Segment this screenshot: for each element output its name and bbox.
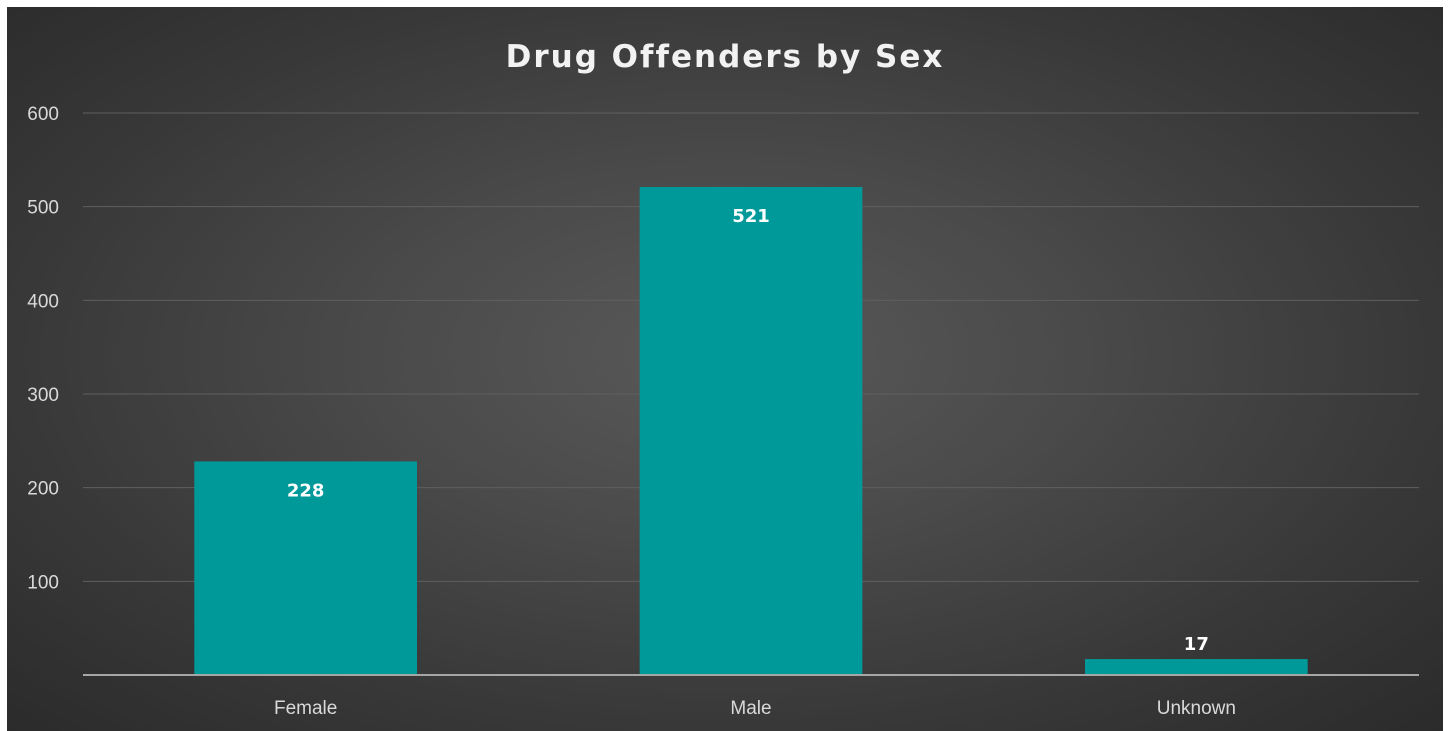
y-tick-label: 400 [27, 291, 59, 312]
x-category-label: Male [730, 698, 771, 719]
data-label: 228 [287, 480, 325, 501]
y-tick-label: 500 [27, 198, 59, 219]
chart-title: Drug Offenders by Sex [506, 39, 945, 75]
chart-area: Drug Offenders by Sex 100 200 300 400 500 600… [7, 7, 1443, 731]
y-tick-label: 300 [27, 385, 59, 406]
y-tick-label: 100 [27, 572, 59, 593]
x-category-label: Unknown [1157, 698, 1236, 719]
data-label: 521 [732, 206, 770, 227]
bar-male [639, 186, 863, 675]
x-category-label: Female [274, 698, 337, 719]
y-axis-ticks: 100 200 300 400 500 600 [27, 104, 59, 593]
data-labels: 228 521 17 [287, 206, 1209, 655]
bar-chart: Drug Offenders by Sex 100 200 300 400 500 600… [27, 39, 1419, 719]
data-label: 17 [1184, 634, 1209, 655]
bars [194, 186, 1308, 675]
bar-unknown [1085, 659, 1308, 675]
y-tick-label: 200 [27, 479, 59, 500]
bar-female [194, 461, 417, 675]
x-axis-categories: Female Male Unknown [274, 698, 1236, 719]
y-tick-label: 600 [27, 104, 59, 125]
